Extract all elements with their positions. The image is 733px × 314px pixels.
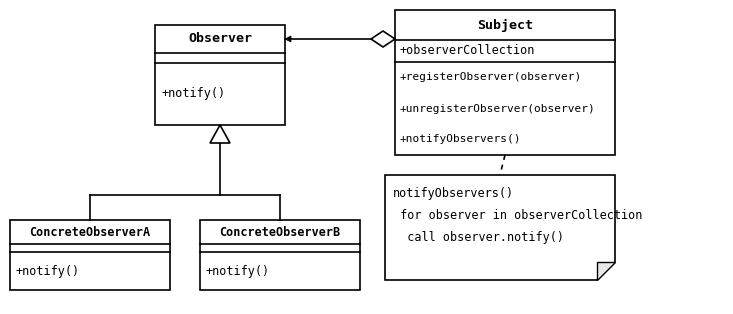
Text: +notify(): +notify() <box>161 88 225 100</box>
Text: Subject: Subject <box>477 19 533 31</box>
Text: call observer.notify(): call observer.notify() <box>393 231 564 244</box>
Text: +registerObserver(observer): +registerObserver(observer) <box>400 73 582 83</box>
Text: +notifyObservers(): +notifyObservers() <box>400 134 521 144</box>
Text: notifyObservers(): notifyObservers() <box>393 187 514 200</box>
Bar <box>200 220 360 290</box>
Bar <box>10 220 170 290</box>
Text: ConcreteObserverB: ConcreteObserverB <box>219 225 341 239</box>
Polygon shape <box>371 31 395 47</box>
Text: for observer in observerCollection: for observer in observerCollection <box>393 209 642 222</box>
Text: ConcreteObserverA: ConcreteObserverA <box>29 225 150 239</box>
Text: +notify(): +notify() <box>205 264 269 278</box>
Bar <box>155 25 285 125</box>
Text: +notify(): +notify() <box>15 264 79 278</box>
Polygon shape <box>385 175 615 280</box>
Text: +unregisterObserver(observer): +unregisterObserver(observer) <box>400 104 596 113</box>
Text: Observer: Observer <box>188 33 252 46</box>
Polygon shape <box>285 36 291 42</box>
Polygon shape <box>210 125 230 143</box>
Text: +observerCollection: +observerCollection <box>400 45 535 57</box>
Polygon shape <box>597 262 615 280</box>
Bar <box>395 10 615 155</box>
